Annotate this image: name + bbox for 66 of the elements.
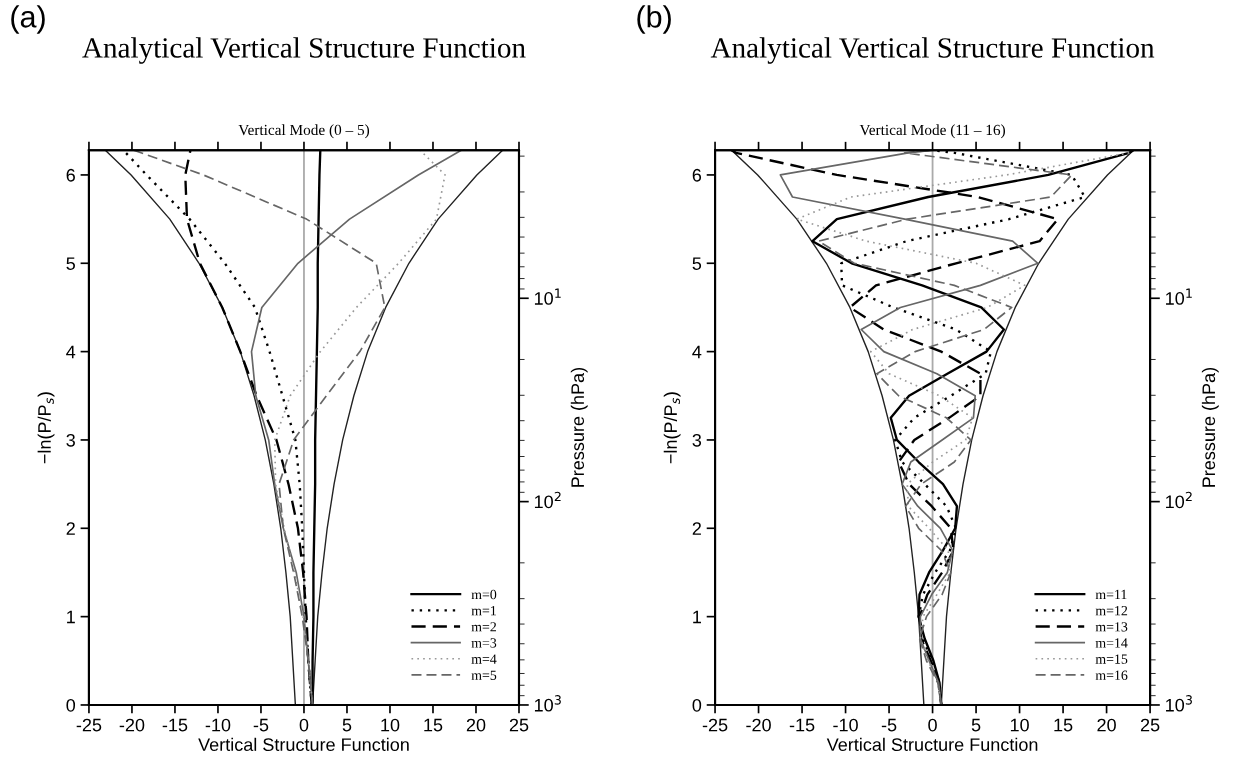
y-tick-label: 1 xyxy=(693,610,701,624)
x-tick-label: 20 xyxy=(466,718,486,732)
x-tick-label: -10 xyxy=(205,718,231,732)
x-tick-label: -15 xyxy=(789,718,815,732)
legend-label: m=4 xyxy=(471,654,497,664)
x-axis-title: Vertical Structure Function xyxy=(826,737,1038,752)
legend-label: m=16 xyxy=(1095,670,1128,680)
x-tick-label: 10 xyxy=(381,718,400,732)
legend-label: m=3 xyxy=(471,638,497,648)
legend-label: m=5 xyxy=(471,670,497,680)
y2-axis-title: Pressure (hPa) xyxy=(1201,367,1219,487)
y-tick-label: 1 xyxy=(67,610,75,624)
y-tick-label: 4 xyxy=(66,345,76,359)
text: (b) xyxy=(637,5,671,34)
x-tick-label: -20 xyxy=(746,718,771,732)
y2-tick-label: 10$^{1}$ xyxy=(534,288,561,305)
x-tick-label: -10 xyxy=(833,718,858,732)
chart-title: Analytical Vertical Structure Function xyxy=(82,37,526,64)
legend-label: m=11 xyxy=(1095,589,1127,600)
x-tick-label: 0 xyxy=(299,718,309,732)
x-tick-label: 25 xyxy=(509,718,529,732)
x-tick-label: 5 xyxy=(342,718,352,732)
x-tick-label: -5 xyxy=(881,718,897,732)
y-tick-label: 5 xyxy=(66,257,75,270)
x-tick-label: -25 xyxy=(702,718,728,732)
y-tick-label: 2 xyxy=(66,522,75,535)
x-tick-label: -5 xyxy=(253,718,269,732)
y2-tick-label: 10$^{3}$ xyxy=(534,695,561,712)
y-tick-label: 4 xyxy=(692,345,702,359)
legend-label: m=0 xyxy=(471,589,497,600)
y-tick-label: 0 xyxy=(66,698,76,712)
y2-axis-title: Pressure (hPa) xyxy=(570,367,588,487)
legend-label: m=2 xyxy=(471,622,497,632)
x-tick-label: -15 xyxy=(162,718,188,732)
legend-label: m=12 xyxy=(1095,605,1128,616)
y2-tick-label: 10$^{2}$ xyxy=(1166,491,1192,509)
chart-subtitle: Vertical Mode (0 – 5) xyxy=(238,124,370,139)
y-tick-label: 6 xyxy=(692,168,702,182)
x-tick-label: 20 xyxy=(1097,718,1116,732)
chart-title: Analytical Vertical Structure Function xyxy=(710,37,1155,64)
y-tick-label: 3 xyxy=(66,433,75,447)
y2-tick-label: 10$^{1}$ xyxy=(1166,288,1192,305)
legend-label: m=15 xyxy=(1095,654,1128,664)
y-tick-label: 5 xyxy=(692,257,702,270)
y-tick-label: 6 xyxy=(66,168,75,182)
y-axis-title: −ln(P/P$_{s}$) xyxy=(37,392,55,464)
x-tick-label: 25 xyxy=(1140,718,1160,732)
x-tick-label: 15 xyxy=(424,718,443,732)
x-axis-title: Vertical Structure Function xyxy=(198,737,409,752)
y2-tick-label: 10$^{2}$ xyxy=(534,491,561,509)
x-tick-label: 0 xyxy=(928,718,937,732)
chart-subtitle: Vertical Mode (11 – 16) xyxy=(859,124,1005,139)
x-tick-label: -20 xyxy=(119,718,145,732)
y-tick-label: 0 xyxy=(692,698,702,712)
y-tick-label: 3 xyxy=(692,433,702,447)
text: (a) xyxy=(11,5,45,34)
x-tick-label: 15 xyxy=(1054,718,1073,732)
x-tick-label: 5 xyxy=(971,718,981,732)
y-axis-title: −ln(P/P$_{s}$) xyxy=(663,392,681,464)
y2-tick-label: 10$^{3}$ xyxy=(1166,695,1192,712)
y-tick-label: 2 xyxy=(692,522,701,535)
legend-label: m=1 xyxy=(471,606,496,616)
legend-label: m=13 xyxy=(1095,622,1128,632)
x-tick-label: -25 xyxy=(76,718,102,732)
legend-label: m=14 xyxy=(1095,638,1128,648)
x-tick-label: 10 xyxy=(1010,718,1029,732)
